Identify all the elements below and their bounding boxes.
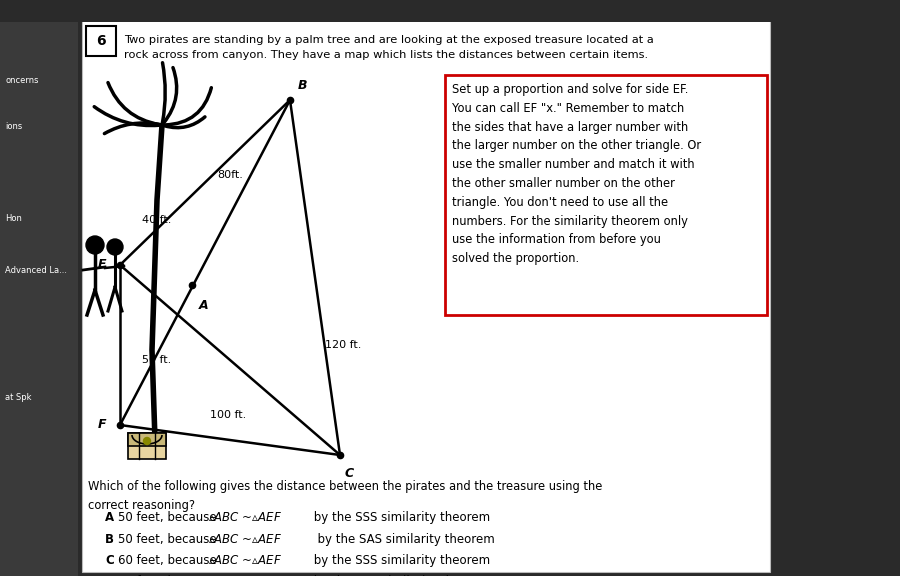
Text: D: D xyxy=(105,575,115,576)
Text: A: A xyxy=(105,511,114,524)
Text: 60 feet, because: 60 feet, because xyxy=(118,575,220,576)
Circle shape xyxy=(86,236,104,254)
Bar xyxy=(128,433,166,446)
Text: by the SSS similarity theorem: by the SSS similarity theorem xyxy=(310,511,490,524)
Circle shape xyxy=(107,239,123,255)
Text: by the SAS similarity theorem: by the SAS similarity theorem xyxy=(310,575,491,576)
Text: 50 feet, because: 50 feet, because xyxy=(118,511,220,524)
Bar xyxy=(445,75,767,315)
Text: $\vartriangle$$\mathit{ABC}$ ~$\vartriangle$$\mathit{AEF}$: $\vartriangle$$\mathit{ABC}$ ~$\vartrian… xyxy=(208,575,282,576)
Text: A: A xyxy=(199,299,209,312)
Text: $\vartriangle$$\mathit{ABC}$ ~$\vartriangle$$\mathit{AEF}$: $\vartriangle$$\mathit{ABC}$ ~$\vartrian… xyxy=(208,554,282,567)
Text: B: B xyxy=(105,533,114,546)
Text: Hon: Hon xyxy=(5,214,22,223)
Text: $\vartriangle$$\mathit{ABC}$ ~$\vartriangle$$\mathit{AEF}$: $\vartriangle$$\mathit{ABC}$ ~$\vartrian… xyxy=(208,511,282,524)
Text: Two pirates are standing by a palm tree and are looking at the exposed treasure : Two pirates are standing by a palm tree … xyxy=(124,35,653,60)
Text: oncerns: oncerns xyxy=(5,76,39,85)
Text: by the SAS similarity theorem: by the SAS similarity theorem xyxy=(310,533,495,546)
Text: 6: 6 xyxy=(96,34,106,48)
Text: C: C xyxy=(105,554,113,567)
Text: Set up a proportion and solve for side EF.
You can call EF "x." Remember to matc: Set up a proportion and solve for side E… xyxy=(452,83,701,265)
Bar xyxy=(82,2,770,572)
Circle shape xyxy=(143,438,150,445)
Text: by the SSS similarity theorem: by the SSS similarity theorem xyxy=(310,554,490,567)
Text: 100 ft.: 100 ft. xyxy=(210,410,246,420)
Bar xyxy=(0,0,78,576)
Text: 40 ft.: 40 ft. xyxy=(142,215,171,225)
Text: 50 ft.: 50 ft. xyxy=(142,355,171,365)
Bar xyxy=(0,0,900,22)
Bar xyxy=(128,433,166,459)
Text: 60 feet, because: 60 feet, because xyxy=(118,554,220,567)
Text: at Spk: at Spk xyxy=(5,393,32,402)
Text: ions: ions xyxy=(5,122,22,131)
Text: $\vartriangle$$\mathit{ABC}$ ~$\vartriangle$$\mathit{AEF}$: $\vartriangle$$\mathit{ABC}$ ~$\vartrian… xyxy=(208,533,282,546)
Text: E: E xyxy=(97,259,106,271)
Text: F: F xyxy=(97,419,106,431)
Text: Which of the following gives the distance between the pirates and the treasure u: Which of the following gives the distanc… xyxy=(88,480,602,511)
Text: 120 ft.: 120 ft. xyxy=(325,340,362,350)
Text: 50 feet, because: 50 feet, because xyxy=(118,533,220,546)
Text: 80ft.: 80ft. xyxy=(217,170,243,180)
Bar xyxy=(86,26,116,56)
Text: B: B xyxy=(298,79,308,92)
Text: Advanced La...: Advanced La... xyxy=(5,266,67,275)
Text: C: C xyxy=(345,467,354,480)
